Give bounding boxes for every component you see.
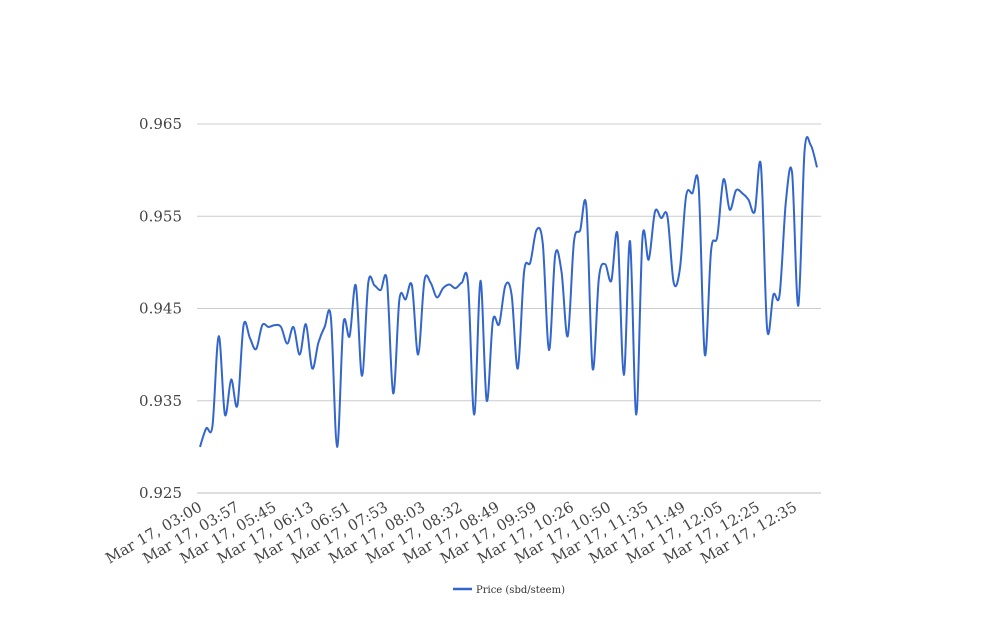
y-tick-label: 0.945: [139, 300, 182, 318]
gridlines: [197, 123, 821, 494]
y-tick-label: 0.935: [139, 392, 182, 410]
legend-label-price: Price (sbd/steem): [476, 585, 565, 596]
legend[interactable]: Price (sbd/steem): [453, 585, 565, 596]
y-axis-ticks: 0.925 0.935 0.945 0.955 0.965: [139, 115, 182, 502]
series-line-price: [199, 136, 818, 448]
series-lines: [199, 136, 818, 448]
y-tick-label: 0.925: [139, 484, 182, 502]
y-tick-label: 0.955: [139, 207, 182, 225]
y-tick-label: 0.965: [139, 115, 182, 133]
